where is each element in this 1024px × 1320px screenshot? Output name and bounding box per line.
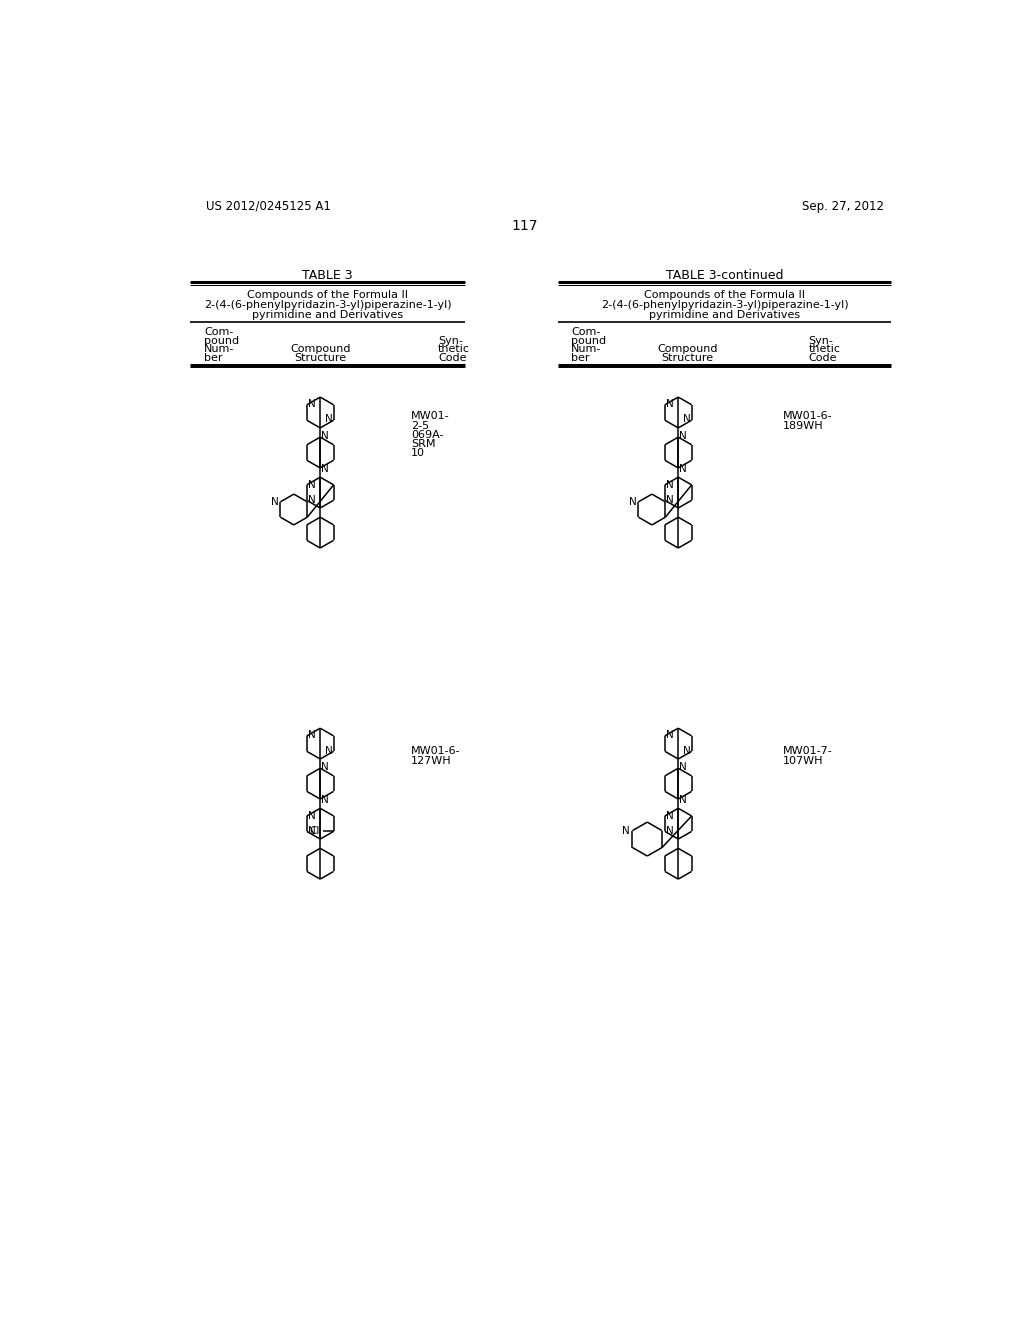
Text: 069A-: 069A- xyxy=(411,430,443,440)
Text: Syn-: Syn- xyxy=(438,335,463,346)
Text: N: N xyxy=(271,496,279,507)
Text: N: N xyxy=(666,480,674,490)
Text: N: N xyxy=(307,826,315,837)
Text: N: N xyxy=(666,495,674,506)
Text: Syn-: Syn- xyxy=(809,335,834,346)
Text: N: N xyxy=(307,399,315,409)
Text: Compound: Compound xyxy=(290,345,350,354)
Text: MW01-: MW01- xyxy=(411,412,450,421)
Text: Code: Code xyxy=(809,352,837,363)
Text: 2-5: 2-5 xyxy=(411,421,429,430)
Text: N: N xyxy=(666,826,674,837)
Text: Cl: Cl xyxy=(310,826,321,837)
Text: N: N xyxy=(679,763,687,772)
Text: Compounds of the Formula II: Compounds of the Formula II xyxy=(247,290,408,301)
Text: N: N xyxy=(666,810,674,821)
Text: N: N xyxy=(321,763,329,772)
Text: 2-(4-(6-phenylpyridazin-3-yl)piperazine-1-yl): 2-(4-(6-phenylpyridazin-3-yl)piperazine-… xyxy=(204,301,452,310)
Text: 10: 10 xyxy=(411,449,425,458)
Text: thetic: thetic xyxy=(809,345,841,354)
Text: Structure: Structure xyxy=(662,352,714,363)
Text: N: N xyxy=(629,496,637,507)
Text: US 2012/0245125 A1: US 2012/0245125 A1 xyxy=(206,199,331,213)
Text: 117: 117 xyxy=(512,219,538,234)
Text: Sep. 27, 2012: Sep. 27, 2012 xyxy=(802,199,885,213)
Text: Compound: Compound xyxy=(657,345,718,354)
Text: SRM: SRM xyxy=(411,440,435,449)
Text: pyrimidine and Derivatives: pyrimidine and Derivatives xyxy=(649,310,801,321)
Text: N: N xyxy=(321,463,329,474)
Text: Num-: Num- xyxy=(204,345,234,354)
Text: 107WH: 107WH xyxy=(783,755,823,766)
Text: N: N xyxy=(321,795,329,805)
Text: N: N xyxy=(321,432,329,441)
Text: MW01-7-: MW01-7- xyxy=(783,746,833,756)
Text: thetic: thetic xyxy=(438,345,470,354)
Text: TABLE 3: TABLE 3 xyxy=(302,269,353,282)
Text: MW01-6-: MW01-6- xyxy=(411,746,461,756)
Text: N: N xyxy=(307,495,315,506)
Text: Num-: Num- xyxy=(571,345,602,354)
Text: pound: pound xyxy=(571,335,606,346)
Text: N: N xyxy=(623,825,630,836)
Text: N: N xyxy=(679,432,687,441)
Text: N: N xyxy=(683,414,691,425)
Text: 189WH: 189WH xyxy=(783,421,823,430)
Text: N: N xyxy=(307,480,315,490)
Text: N: N xyxy=(325,414,333,425)
Text: N: N xyxy=(666,730,674,741)
Text: ber: ber xyxy=(571,352,590,363)
Text: N: N xyxy=(683,746,691,755)
Text: TABLE 3-continued: TABLE 3-continued xyxy=(666,269,783,282)
Text: MW01-6-: MW01-6- xyxy=(783,412,833,421)
Text: Com-: Com- xyxy=(204,327,233,338)
Text: N: N xyxy=(666,399,674,409)
Text: N: N xyxy=(325,746,333,755)
Text: pound: pound xyxy=(204,335,239,346)
Text: 2-(4-(6-phenylpyridazin-3-yl)piperazine-1-yl): 2-(4-(6-phenylpyridazin-3-yl)piperazine-… xyxy=(601,301,849,310)
Text: Com-: Com- xyxy=(571,327,601,338)
Text: Structure: Structure xyxy=(294,352,346,363)
Text: N: N xyxy=(307,810,315,821)
Text: ber: ber xyxy=(204,352,222,363)
Text: Compounds of the Formula II: Compounds of the Formula II xyxy=(644,290,805,301)
Text: Code: Code xyxy=(438,352,467,363)
Text: pyrimidine and Derivatives: pyrimidine and Derivatives xyxy=(252,310,403,321)
Text: N: N xyxy=(307,730,315,741)
Text: N: N xyxy=(679,463,687,474)
Text: N: N xyxy=(679,795,687,805)
Text: 127WH: 127WH xyxy=(411,755,452,766)
